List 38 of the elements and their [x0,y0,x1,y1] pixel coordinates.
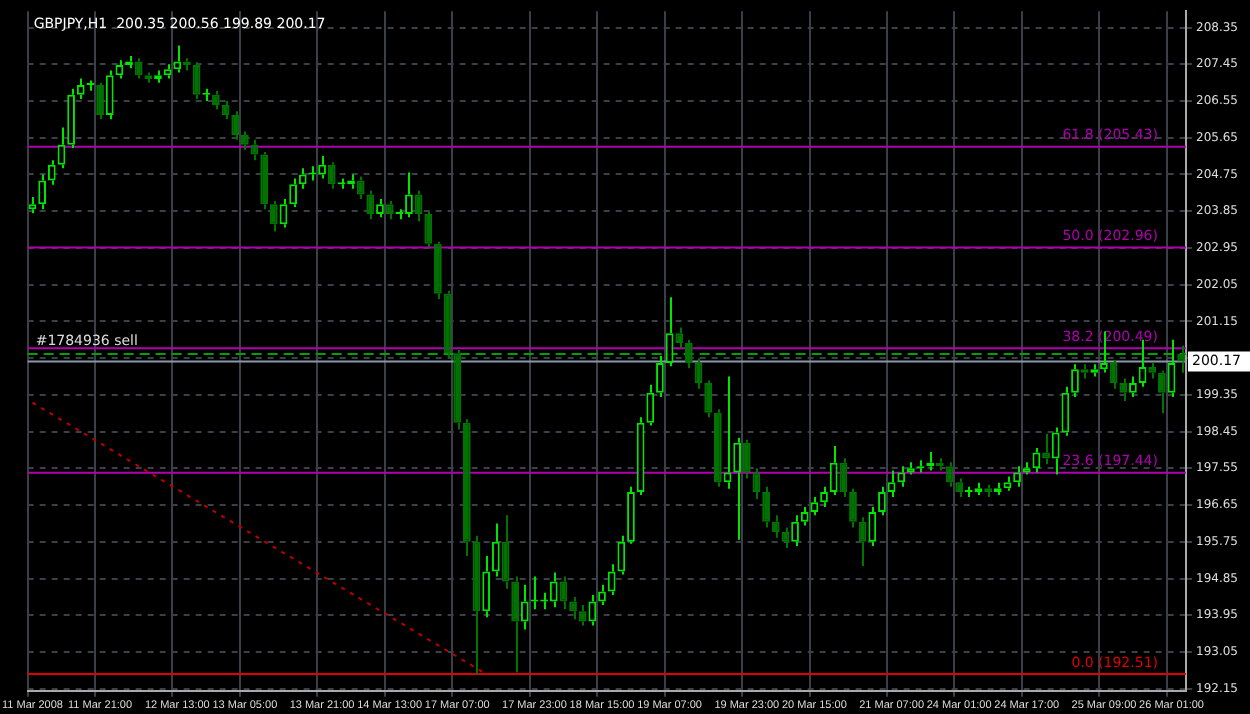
candlestick [1158,369,1166,415]
candlestick [1071,363,1079,398]
candlestick [578,604,587,627]
candlestick [1061,385,1070,437]
candlestick [47,159,56,186]
candlestick [520,583,529,631]
candlestick [675,326,684,349]
candlestick [38,173,46,211]
candlestick [742,438,751,480]
candlestick [897,465,906,488]
candlestick [434,240,442,300]
candlestick [28,195,37,215]
candlestick [549,571,558,609]
candlestick [491,522,500,578]
candlestick [231,110,240,141]
candlestick [656,355,664,398]
candlestick [212,89,220,111]
candlestick [356,175,365,200]
candlestick [733,436,742,541]
candlestick [713,408,722,488]
candlestick [829,444,838,496]
candlestick [327,161,336,190]
candlestick [868,506,877,547]
candlestick [839,457,848,498]
candlestick [298,167,307,190]
candlestick [463,418,471,558]
candlestick [820,485,828,509]
candlestick [1148,361,1157,380]
candlestick [627,485,635,545]
candlestick [598,583,606,607]
candlestick [588,593,597,627]
candlestick [1129,375,1137,398]
candlestick [76,77,85,100]
candlestick [771,514,780,539]
candlestick [482,555,491,619]
candlestick [424,210,433,249]
candlestick [762,485,770,529]
candlestick [1042,432,1050,466]
